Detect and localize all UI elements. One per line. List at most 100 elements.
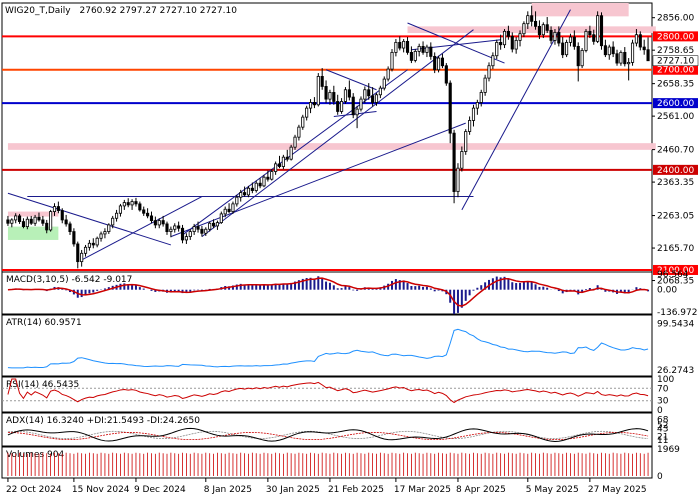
candle-body [165,223,169,232]
panel-title-4: ADX(14) 16.3240 +DI:21.5493 -DI:24.2650 [6,416,200,426]
candle-body [177,225,181,229]
candle-body [99,233,103,239]
candle-body [464,131,468,152]
candle-body [495,41,499,57]
candle-body [49,211,53,231]
candle-body [231,203,235,212]
zone-4 [531,3,629,17]
rsi-y-label: 100 [657,375,674,385]
level-label-bg [653,164,698,175]
candle-body [510,35,514,50]
candle-body [603,45,607,56]
candle-body [359,98,363,110]
candle-body [29,218,33,224]
candle-body [623,51,627,65]
ohlc-label: 2760.92 2797.27 2727.10 2727.10 [80,6,238,16]
candle-body [180,227,185,241]
candle-body [576,45,580,67]
candle-body [157,220,161,226]
macd-signal-line [7,277,649,307]
adx-y-label: 11 [657,436,668,446]
candle-body [378,87,382,96]
candle-body [56,206,60,211]
candle-body [367,89,371,97]
candle-body [355,108,359,116]
x-tick-label: 22 Oct 2024 [6,485,62,495]
candle-body [33,216,37,224]
candle-body [429,46,433,57]
y-tick-label: 2561.00 [657,112,694,122]
candle-body [642,46,646,51]
candle-body [499,41,503,46]
candle-body [506,30,510,37]
rsi-y-label: 0 [657,406,663,416]
candle-body [305,107,309,118]
candle-body [324,86,328,100]
candle-body [52,206,57,212]
level-label: 2400.00 [657,166,694,176]
candle-body [196,226,200,230]
candle-body [394,41,398,53]
level-label: 2100.00 [657,266,694,276]
candle-body [471,107,476,121]
y-tick-label: 2658.35 [657,80,694,90]
candle-body [386,68,390,80]
candle-body [468,120,472,132]
candle-body [568,36,573,43]
candle-body [277,163,282,167]
candle-body [417,45,421,52]
candle-body [41,219,45,224]
candle-body [95,237,99,246]
candle-body [421,45,425,53]
chart-header: WIG20_T,Daily 2760.92 2797.27 2727.10 27… [5,6,237,16]
price-panel: 2856.00 2758.65 2658.35 2561.00 2460.70 2363.… [1,2,699,291]
candle-body [243,192,247,196]
symbol-label: WIG20_T,Daily [5,6,71,16]
candle-body [274,163,278,172]
candle-body [169,228,173,232]
candle-body [6,219,10,224]
candle-body [382,78,386,89]
x-tick-label: 27 May 2025 [588,485,647,495]
candle-body [215,222,219,227]
plus-di-line [7,430,649,439]
panel-title-3: RSI(14) 46.5435 [6,380,79,390]
candle-body [630,42,635,63]
candle-body [246,187,251,196]
candle-body [518,33,522,41]
candle-body [533,20,538,27]
candle-body [363,89,367,100]
candle-body [21,221,26,227]
y-tick-label: 2068.35 [657,277,694,287]
candle-body [343,89,348,102]
trendline-5 [325,69,377,91]
candle-body [223,208,227,215]
current-price-label: 2727.10 [657,57,694,67]
candle-body [211,222,216,227]
trendline-1 [81,196,203,261]
candle-body [153,220,157,226]
candle-body [638,34,642,48]
candle-body [433,55,437,71]
candle-body [83,246,88,254]
candle-body [208,222,212,230]
candle-body [204,228,208,234]
candle-body [456,167,460,192]
candle-body [45,222,49,231]
candle-body [107,224,111,232]
level-label-bg [653,64,698,75]
candle-body [402,40,406,49]
x-tick-label: 8 Jan 2025 [204,485,252,495]
candle-body [409,51,413,61]
candle-body [580,49,584,67]
candle-body [320,76,324,87]
candle-body [64,219,68,225]
current-price-bg [652,55,699,66]
candle-body [374,94,379,103]
adx-y-label: 68 [657,415,669,425]
atr-y-label: 99.5434 [657,320,694,330]
candle-body [444,65,448,84]
candle-body [615,53,619,64]
candle-body [254,182,258,191]
candle-body [134,201,138,205]
